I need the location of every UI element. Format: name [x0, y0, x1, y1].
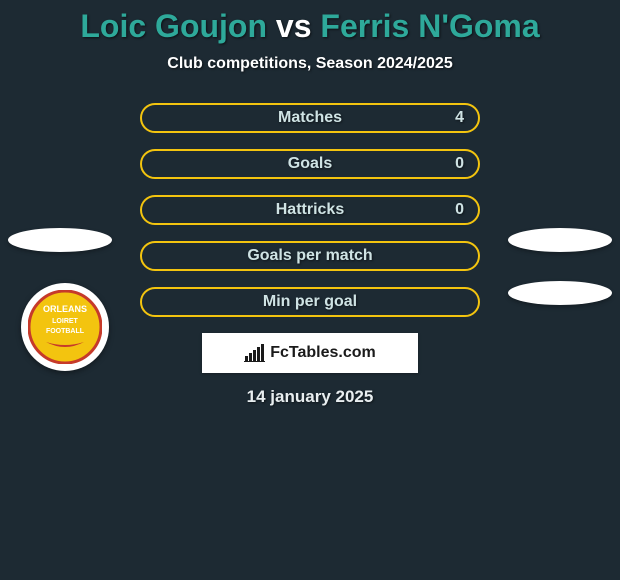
stats-column: Matches4Goals0Hattricks0Goals per matchM… — [140, 103, 480, 317]
title-player2: Ferris N'Goma — [320, 8, 539, 44]
brand-box: FcTables.com — [202, 333, 418, 373]
stat-label: Goals — [142, 155, 478, 173]
svg-text:FOOTBALL: FOOTBALL — [46, 328, 85, 335]
brand-text: FcTables.com — [270, 344, 376, 362]
stat-label: Min per goal — [142, 293, 478, 311]
svg-text:ORLEANS: ORLEANS — [43, 304, 87, 314]
page-title: Loic Goujon vs Ferris N'Goma — [0, 8, 620, 45]
date-text: 14 january 2025 — [0, 387, 620, 407]
stat-row: Matches4 — [140, 103, 480, 133]
stat-row: Min per goal — [140, 287, 480, 317]
right-ellipse-2 — [508, 281, 612, 305]
player1-avatar: ORLEANS LOIRET FOOTBALL — [21, 283, 109, 371]
stat-row: Goals per match — [140, 241, 480, 271]
stat-row: Goals0 — [140, 149, 480, 179]
stat-label: Hattricks — [142, 201, 478, 219]
club-badge-icon: ORLEANS LOIRET FOOTBALL — [28, 290, 102, 364]
svg-text:LOIRET: LOIRET — [52, 318, 78, 325]
stat-value-right: 0 — [455, 201, 464, 219]
subtitle: Club competitions, Season 2024/2025 — [0, 55, 620, 73]
stat-row: Hattricks0 — [140, 195, 480, 225]
comparison-infographic: Loic Goujon vs Ferris N'Goma Club compet… — [0, 0, 620, 580]
title-vs: vs — [276, 8, 312, 44]
stat-label: Goals per match — [142, 247, 478, 265]
right-ellipse-1 — [508, 228, 612, 252]
title-player1: Loic Goujon — [80, 8, 267, 44]
bar-chart-icon — [244, 344, 266, 362]
left-ellipse-1 — [8, 228, 112, 252]
stat-label: Matches — [142, 109, 478, 127]
content-area: ORLEANS LOIRET FOOTBALL Matches4Goals0Ha… — [0, 103, 620, 407]
stat-value-right: 0 — [455, 155, 464, 173]
stat-value-right: 4 — [455, 109, 464, 127]
